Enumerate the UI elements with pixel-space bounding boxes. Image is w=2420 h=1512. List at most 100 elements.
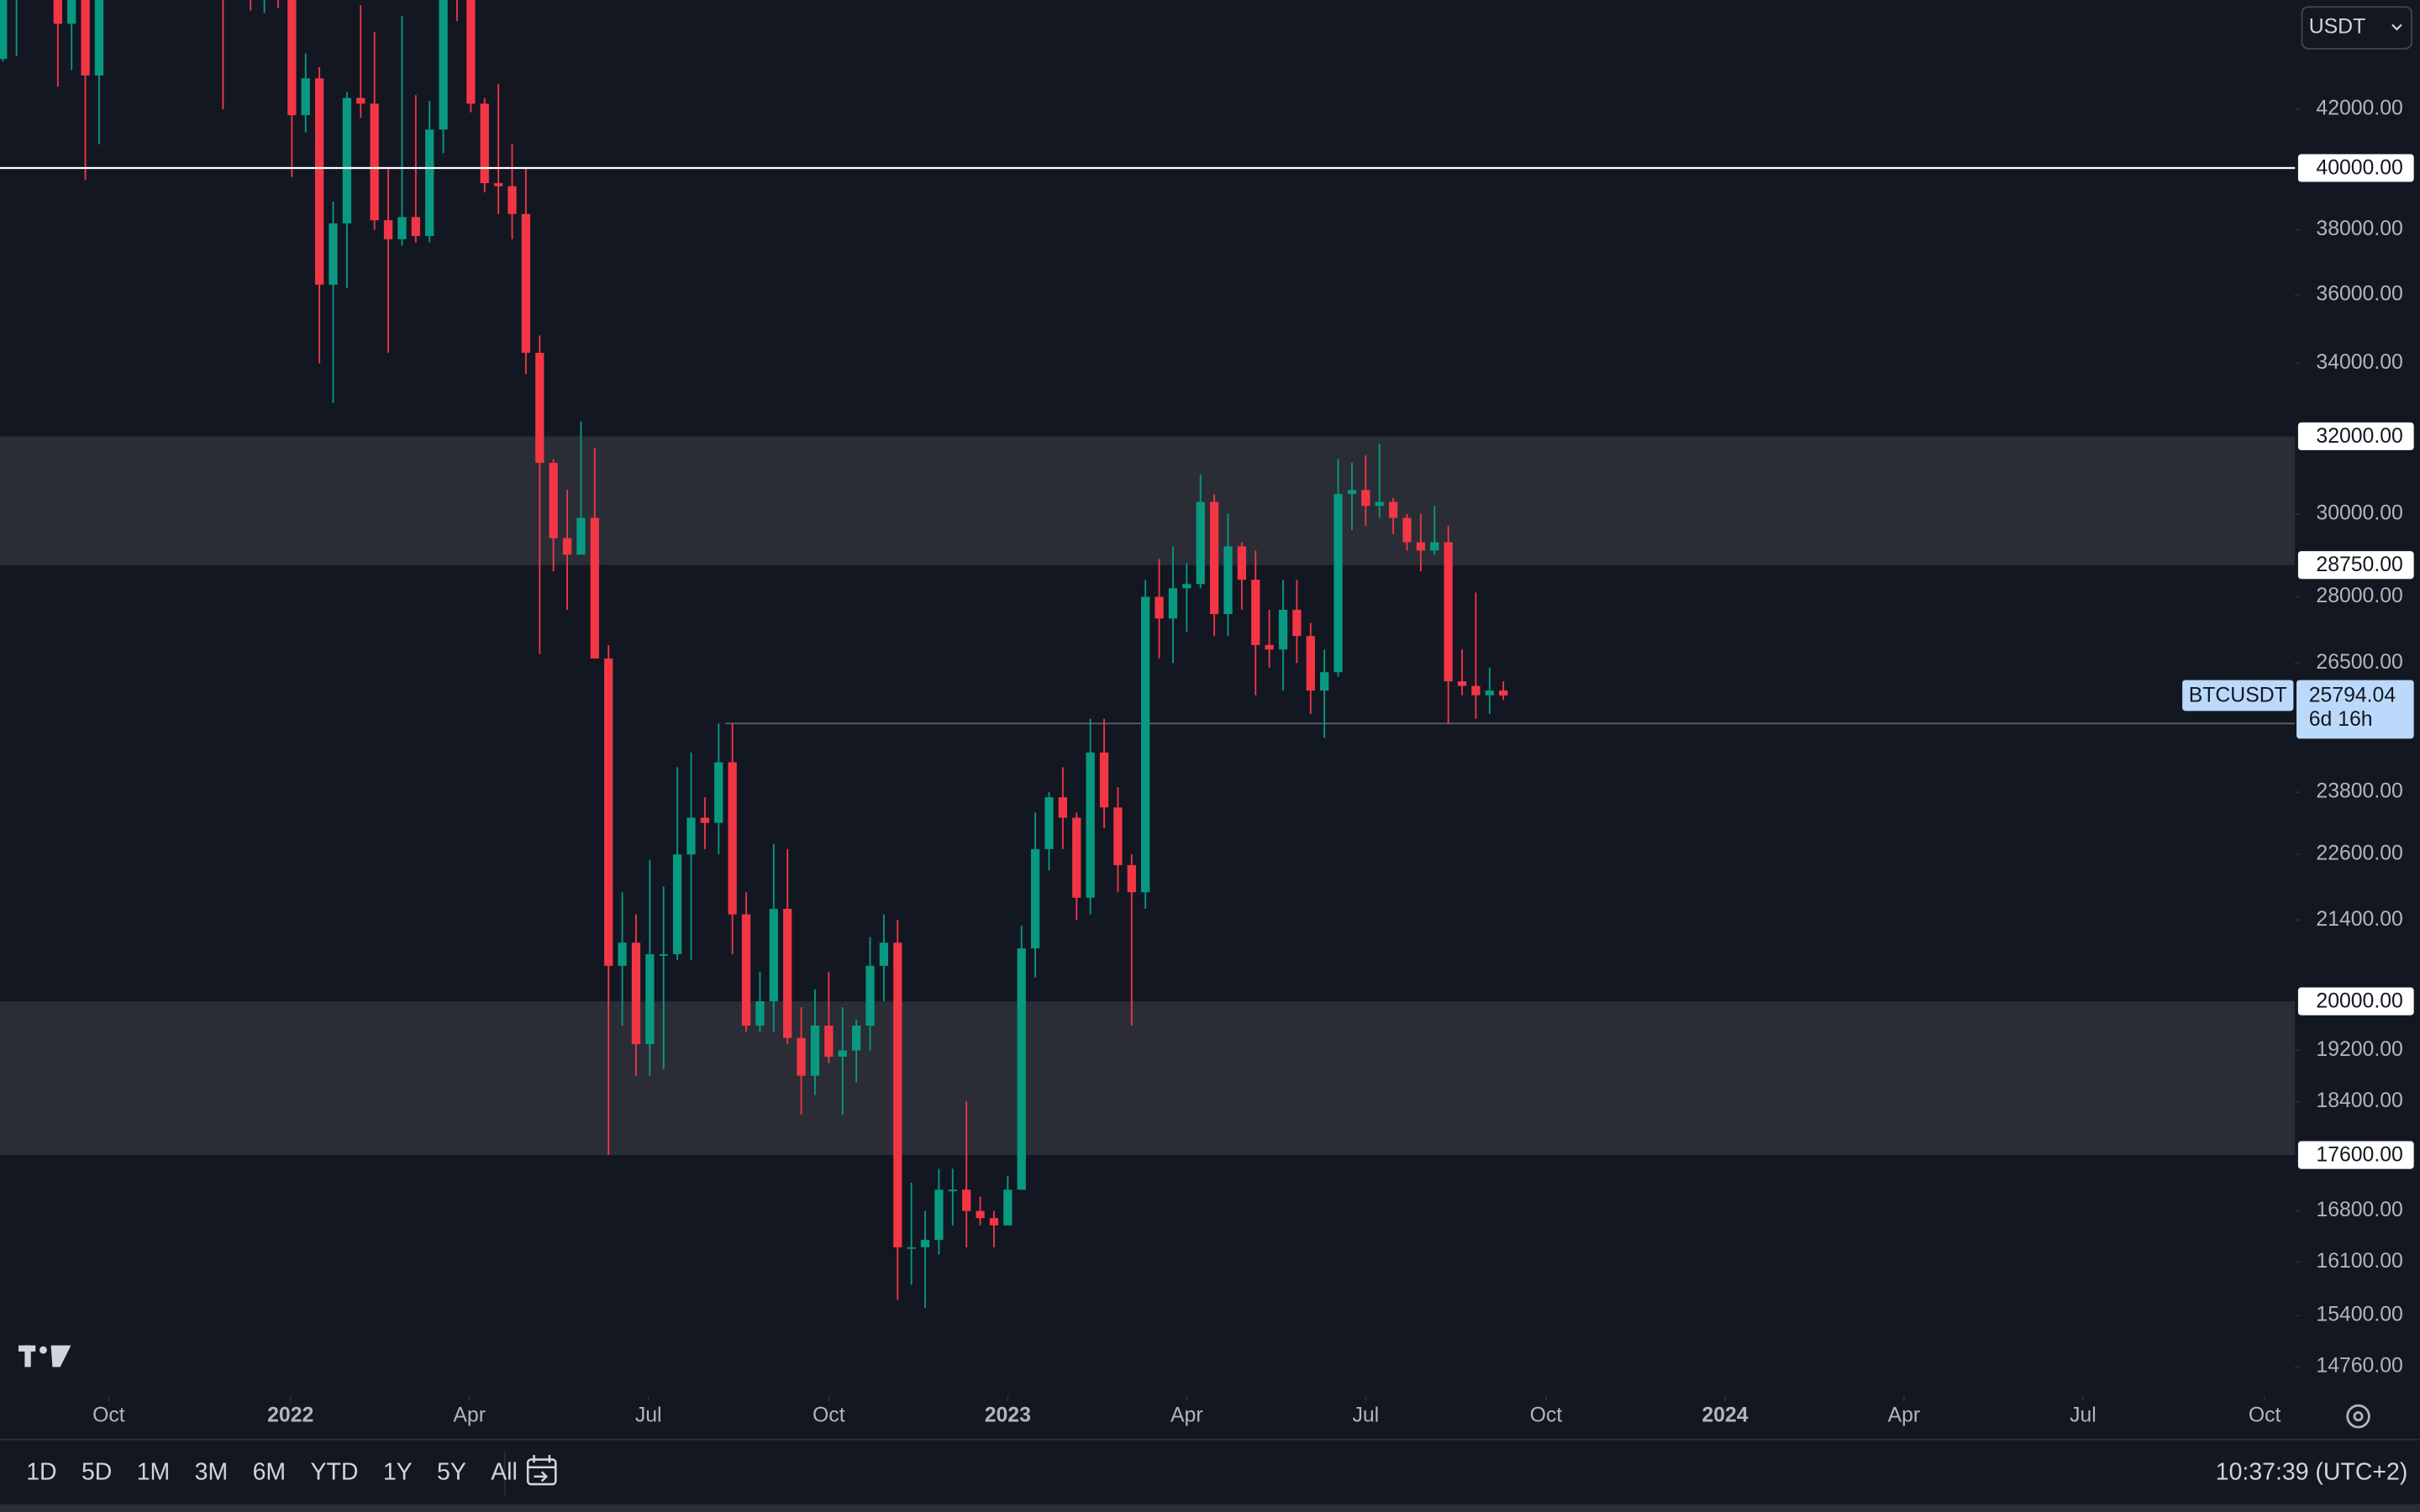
candle-body [0, 0, 8, 60]
candle-body [590, 517, 599, 659]
range-button[interactable]: 5D [82, 1459, 112, 1486]
range-button[interactable]: 6M [253, 1459, 287, 1486]
candle-body [1471, 685, 1481, 696]
candle-body [604, 658, 613, 966]
candle-body [962, 1189, 971, 1211]
zone [0, 1001, 2296, 1156]
candle-body [728, 762, 737, 915]
candle-body [1223, 546, 1233, 615]
candle-body [480, 103, 489, 184]
currency-select[interactable]: USDT [2301, 6, 2412, 50]
level-box [2297, 154, 2414, 182]
range-button[interactable]: All [491, 1459, 518, 1486]
candle-body [1388, 501, 1398, 518]
candle-body [1320, 672, 1329, 691]
zone-high-label: 32000.00 [2316, 425, 2402, 448]
candle-body [1430, 542, 1439, 551]
x-tick-label: 2024 [1702, 1404, 1748, 1427]
symbol-label: BTCUSDT [2189, 684, 2287, 706]
date-range-button[interactable] [526, 1455, 557, 1486]
candle-body [94, 0, 104, 76]
candle-body [1361, 490, 1370, 507]
candle-body [1265, 644, 1274, 650]
range-button[interactable]: 5Y [437, 1459, 466, 1486]
candle-body [1251, 580, 1260, 645]
candle-body [1375, 501, 1384, 507]
candle-body [618, 942, 627, 966]
candle-body [411, 217, 420, 236]
clock: 10:37:39 (UTC+2) [2216, 1459, 2408, 1486]
zone-low-label: 28750.00 [2316, 554, 2402, 576]
x-tick-label: Jul [1352, 1404, 1379, 1427]
x-tick-label: Apr [453, 1404, 486, 1427]
candle-body [700, 817, 710, 823]
last-price-label: 25794.04 [2309, 684, 2396, 706]
candle-body [907, 1247, 916, 1249]
candle-body [989, 1218, 999, 1226]
range-button[interactable]: 1Y [383, 1459, 413, 1486]
candle-body [425, 129, 434, 236]
y-tick-label: 38000.00 [2316, 218, 2402, 240]
candle-body [383, 220, 393, 239]
candle-body [631, 942, 641, 1045]
candle-body [1044, 797, 1054, 849]
candle-body [645, 953, 655, 1045]
candle-body [1485, 690, 1494, 696]
candle-body [370, 103, 379, 221]
candle-body [741, 914, 751, 1026]
candle-body [1017, 948, 1026, 1190]
candle-body [397, 217, 407, 239]
candle-body [81, 0, 90, 76]
candle-body [797, 1037, 806, 1076]
zone-low-label: 17600.00 [2316, 1144, 2402, 1167]
candle-body [865, 965, 875, 1026]
candle-body [1030, 848, 1040, 949]
candle-body [356, 97, 366, 104]
candle-body [1498, 690, 1508, 696]
candle-body [314, 78, 324, 285]
candle-body [562, 538, 572, 555]
candle-body [714, 762, 723, 823]
price-axis: 42000.00 38000.00 36000.00 34000.00 30000.00… [2295, 97, 2414, 1377]
candle-body [755, 1001, 765, 1026]
candle-body [1278, 609, 1288, 650]
candle-body [1113, 807, 1123, 865]
candle-body [1196, 501, 1205, 585]
candle-body [466, 0, 476, 104]
candle-body [287, 0, 297, 116]
y-tick-label: 42000.00 [2316, 97, 2402, 120]
candle-body [1127, 864, 1136, 893]
candle-body [687, 817, 696, 855]
candle-body [329, 223, 338, 285]
candle-body [1334, 494, 1343, 673]
candle-body [920, 1240, 930, 1247]
last-price-box [2296, 680, 2414, 739]
candle-body [1416, 542, 1425, 551]
x-tick-label: Jul [635, 1404, 662, 1427]
candle-body [851, 1025, 861, 1051]
candle-body [1058, 797, 1067, 818]
range-button[interactable]: 1D [26, 1459, 56, 1486]
y-tick-label: 26500.00 [2316, 651, 2402, 674]
candle-body [1292, 609, 1302, 637]
candle-body [508, 186, 517, 214]
range-button[interactable]: YTD [311, 1459, 359, 1486]
candle-body [67, 0, 76, 24]
candle-body [893, 942, 902, 1247]
y-tick-label: 22600.00 [2316, 843, 2402, 865]
tradingview-logo [18, 1345, 71, 1368]
candle-body [53, 0, 62, 24]
range-button[interactable]: 1M [137, 1459, 171, 1486]
y-tick-label: 19200.00 [2316, 1038, 2402, 1061]
candle-body [493, 183, 503, 186]
candle-body [1306, 636, 1315, 691]
y-tick-label: 14760.00 [2316, 1354, 2402, 1377]
zone-high-box [2297, 987, 2414, 1016]
settings-button[interactable] [2346, 1404, 2370, 1429]
range-button[interactable]: 3M [195, 1459, 229, 1486]
candle-body [535, 353, 544, 464]
zone-high-label: 20000.00 [2316, 990, 2402, 1013]
